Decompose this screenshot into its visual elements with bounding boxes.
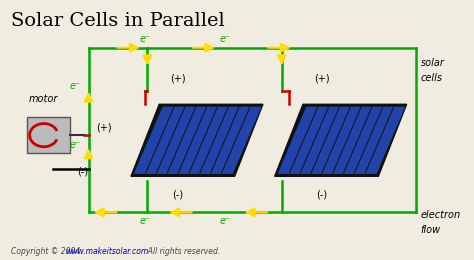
Text: All rights reserved.: All rights reserved. bbox=[143, 247, 220, 256]
Text: Solar Cells in Parallel: Solar Cells in Parallel bbox=[11, 12, 225, 30]
Text: (+): (+) bbox=[96, 122, 111, 132]
Text: Copyright © 2004: Copyright © 2004 bbox=[11, 247, 80, 256]
Text: e⁻: e⁻ bbox=[70, 140, 81, 151]
Text: e⁻: e⁻ bbox=[219, 216, 231, 226]
Text: (-): (-) bbox=[77, 166, 88, 176]
Text: (-): (-) bbox=[173, 189, 183, 199]
Polygon shape bbox=[278, 107, 404, 173]
Polygon shape bbox=[131, 104, 263, 176]
Text: motor: motor bbox=[29, 94, 58, 104]
Text: cells: cells bbox=[421, 73, 443, 83]
Text: (-): (-) bbox=[316, 189, 328, 199]
Text: e⁻: e⁻ bbox=[139, 216, 151, 226]
Text: solar: solar bbox=[421, 58, 445, 68]
Text: (+): (+) bbox=[170, 74, 186, 84]
Text: e⁻: e⁻ bbox=[139, 34, 151, 44]
Text: e⁻: e⁻ bbox=[219, 34, 231, 44]
Polygon shape bbox=[275, 104, 407, 176]
Text: flow: flow bbox=[421, 225, 441, 235]
Bar bbox=[27, 117, 70, 153]
Text: (+): (+) bbox=[314, 74, 329, 84]
Polygon shape bbox=[135, 107, 261, 173]
Text: electron: electron bbox=[421, 210, 461, 220]
Text: www.makeitsolar.com: www.makeitsolar.com bbox=[65, 247, 148, 256]
Text: e⁻: e⁻ bbox=[70, 81, 81, 91]
